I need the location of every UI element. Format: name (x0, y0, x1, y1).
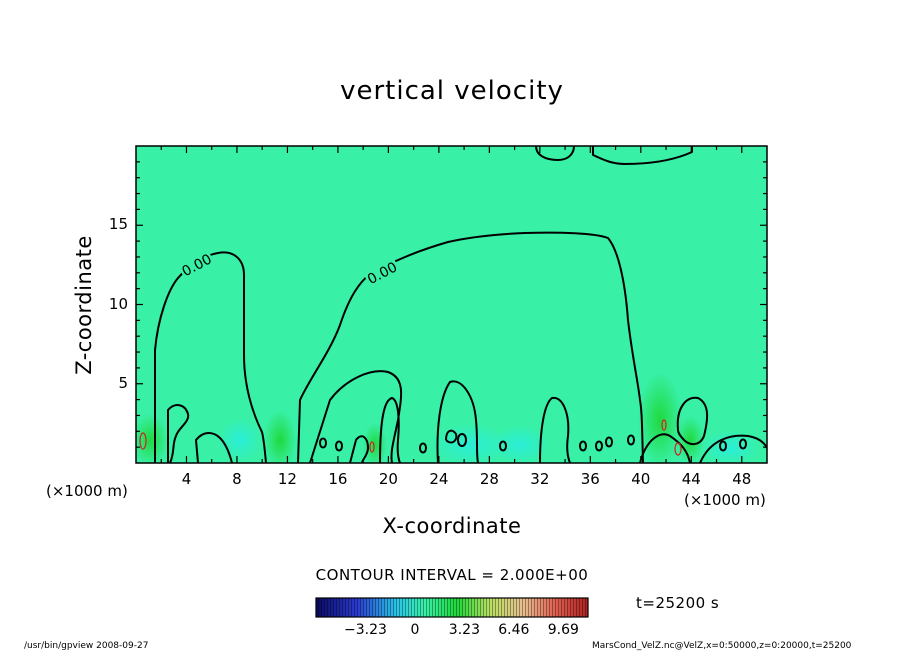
contour-line (445, 429, 458, 444)
x-tick-label: 16 (328, 470, 348, 488)
contour-line (699, 434, 767, 463)
chart-title: vertical velocity (340, 76, 564, 106)
contour-interval-text: CONTOUR INTERVAL = 2.000E+00 (315, 566, 589, 584)
x-unit-label-right: (×1000 m) (684, 491, 766, 509)
footer-program-date: /usr/bin/gpview 2008-09-27 (24, 641, 149, 651)
x-tick-label: 28 (479, 470, 499, 488)
contour-line (167, 404, 190, 463)
updraft-blob (363, 423, 387, 463)
x-tick-label: 4 (181, 470, 192, 488)
updraft-blob (676, 416, 704, 463)
x-tick-label: 8 (232, 470, 242, 488)
x-tick-label: 40 (631, 470, 651, 488)
x-axis-label: X-coordinate (382, 514, 522, 538)
y-tick-label: 5 (118, 373, 128, 392)
y-tick-label: 10 (108, 294, 128, 313)
updraft-blob (638, 372, 682, 463)
x-tick-label: 12 (277, 470, 297, 488)
x-tick-label: 36 (580, 470, 600, 488)
contour-line (739, 438, 747, 450)
positive-contour (674, 442, 682, 456)
contour-line (335, 440, 343, 452)
contour-line (579, 440, 587, 452)
tick-marks (136, 146, 767, 463)
x-unit-label-left: (×1000 m) (46, 482, 128, 500)
contour-line (436, 380, 479, 463)
contour-label-background (362, 256, 401, 288)
colorbar-tick-label: −3.23 (344, 622, 387, 638)
colorbar-tick-label: 9.69 (547, 622, 579, 638)
updraft-blob (136, 414, 168, 463)
colorbar (315, 597, 589, 618)
downdraft-blob (700, 430, 760, 463)
x-tick-label: 48 (732, 470, 752, 488)
contour-line (595, 440, 603, 452)
colorbar-hatching (316, 598, 588, 617)
contour-line (154, 251, 267, 463)
contour-lines (154, 146, 767, 463)
updraft-blob (264, 410, 296, 463)
positive-contour (369, 441, 375, 453)
y-tick-label: 15 (108, 215, 128, 234)
contour-line (499, 440, 507, 452)
contour-line (539, 396, 571, 463)
contour-line (309, 370, 403, 463)
colorbar-tick-label: 3.23 (448, 622, 480, 638)
positive-contours (139, 419, 682, 456)
positive-contour (139, 432, 147, 450)
x-tick-label: 44 (681, 470, 701, 488)
plot-area (136, 146, 767, 463)
contour-line (457, 433, 467, 447)
contour-line (319, 437, 327, 449)
colorbar-frame (315, 597, 589, 618)
contour-line (592, 146, 693, 165)
x-tick-label: 32 (530, 470, 550, 488)
contour-line (639, 433, 691, 463)
contour-line (605, 436, 613, 448)
colorbar-tick-label: 6.46 (498, 622, 530, 638)
contour-line (195, 432, 233, 463)
contour-line (379, 397, 401, 463)
footer-source-file: MarsCond_VelZ.nc@VelZ,x=0:50000,z=0:2000… (592, 641, 852, 651)
contour-line (627, 434, 635, 446)
contour-line (419, 442, 427, 454)
x-tick-label: 24 (429, 470, 449, 488)
positive-contour (661, 419, 667, 431)
time-label: t=25200 s (636, 594, 720, 612)
downdraft-blob (430, 423, 510, 463)
downdraft-blob (218, 418, 262, 462)
colorbar-tick-label: 0 (410, 622, 420, 638)
contour-line (719, 440, 727, 452)
contour-line (676, 396, 709, 446)
contour-label-background (177, 248, 216, 280)
contour-line (297, 231, 644, 463)
x-tick-label: 20 (378, 470, 398, 488)
contour-line (535, 146, 575, 161)
downdraft-blob (490, 425, 550, 463)
y-axis-label: Z-coordinate (72, 235, 96, 375)
